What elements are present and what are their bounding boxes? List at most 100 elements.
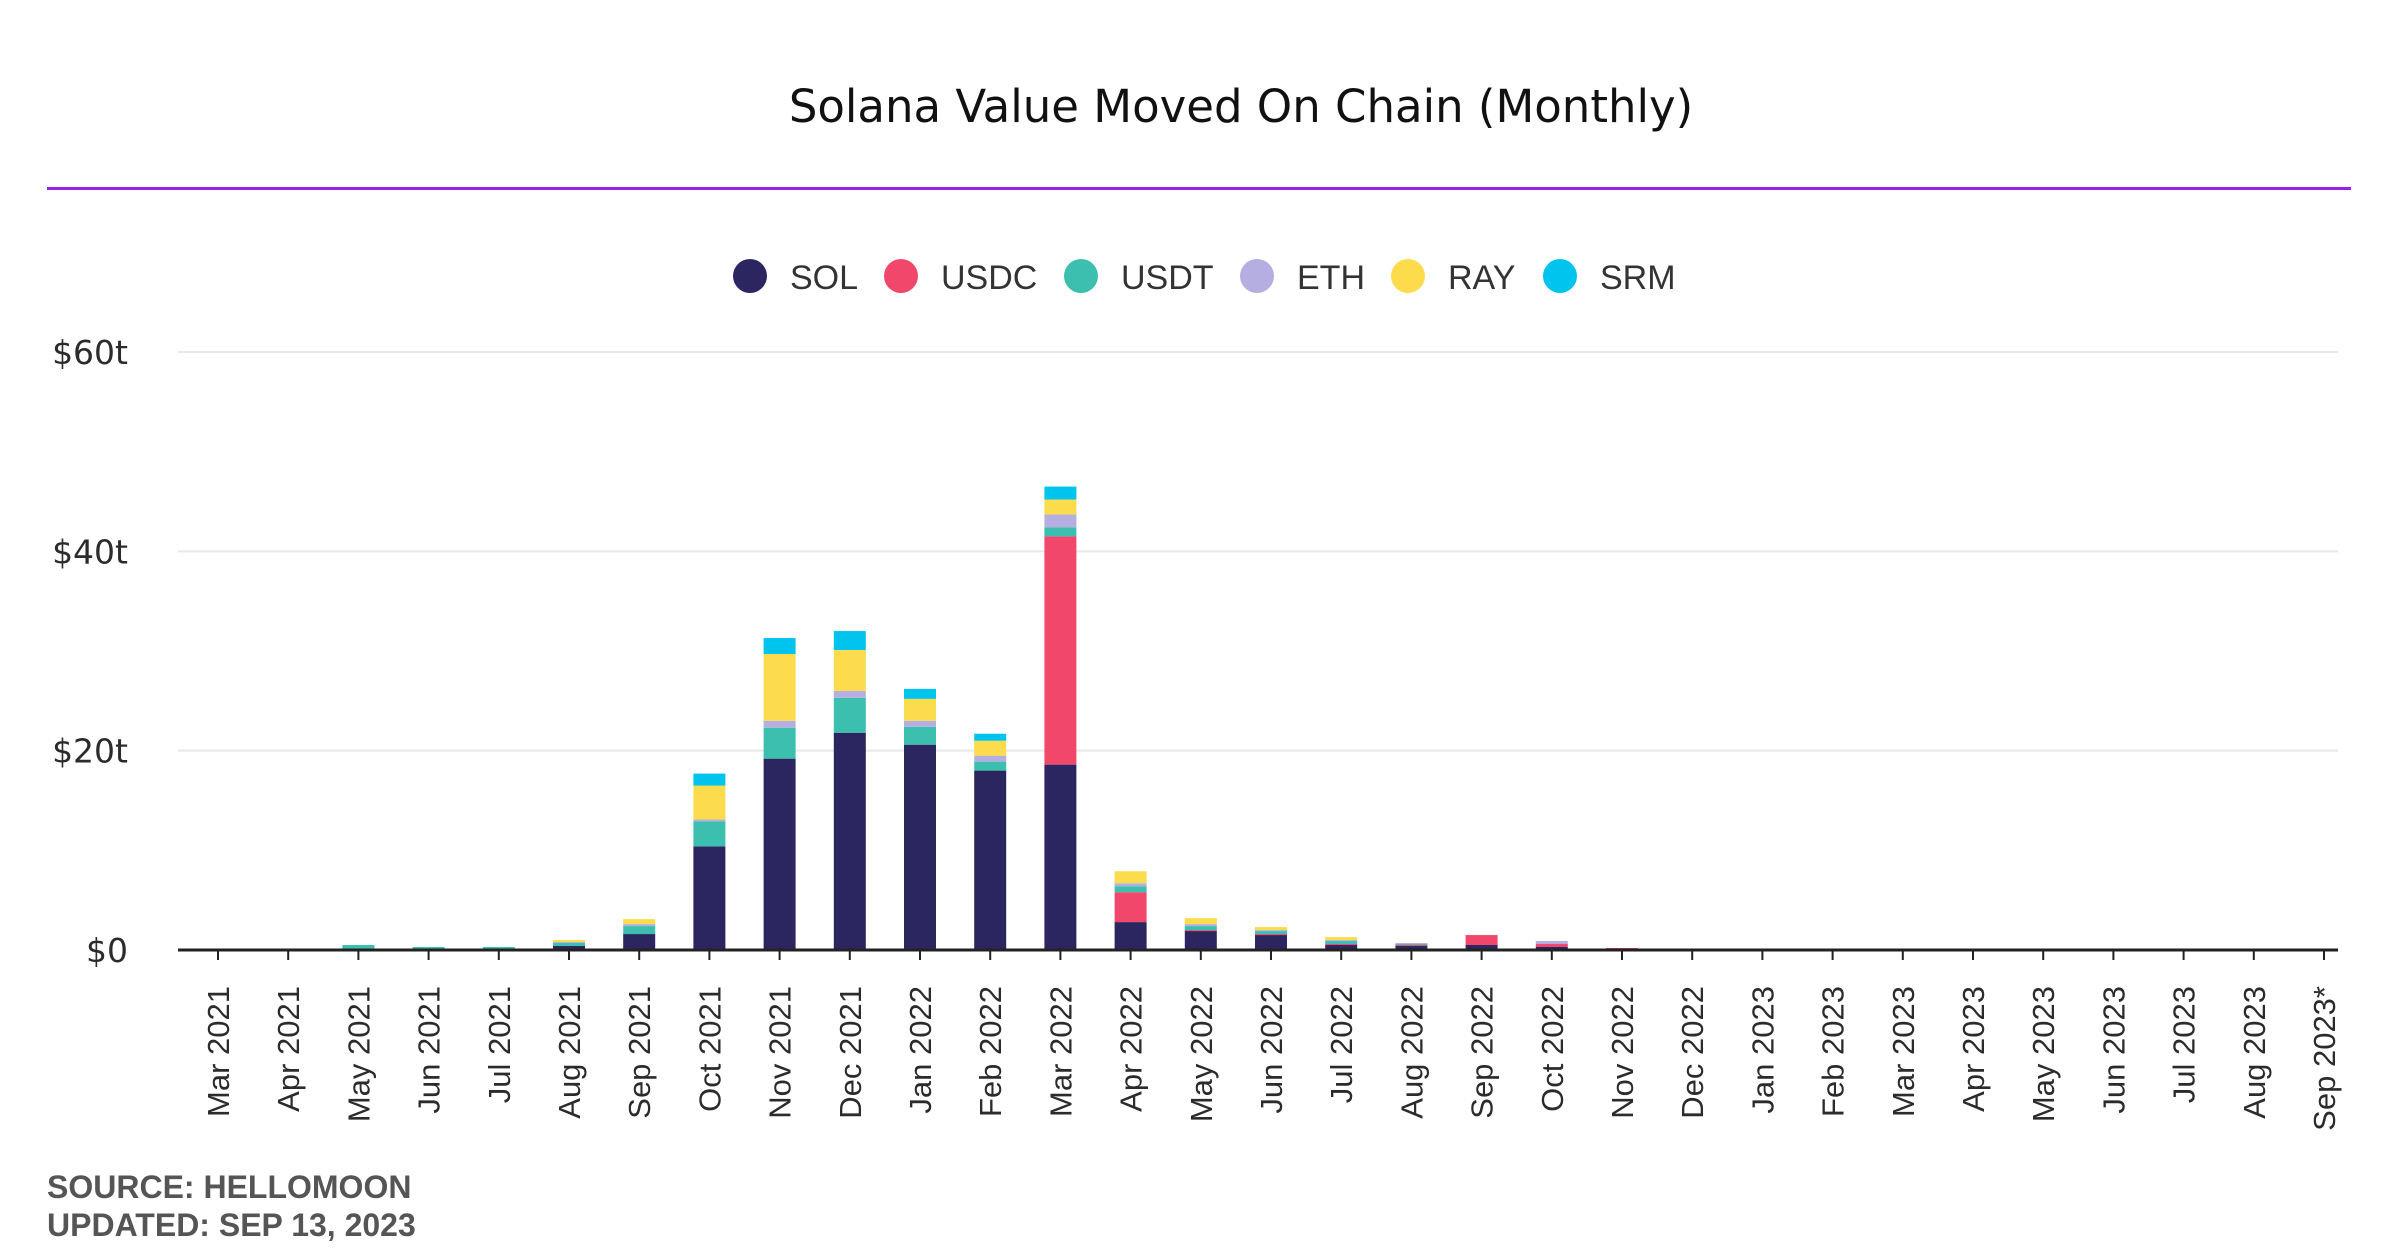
x-tick-label: Dec 2021 [833,986,868,1119]
legend-item-srm: SRM [1543,259,1676,297]
bar-segment-sol [1465,945,1498,950]
x-tick-label: Jan 2022 [903,986,938,1114]
x-tick-label: Mar 2021 [201,986,236,1117]
bar-segment-ray [693,785,726,820]
x-tick-label: Oct 2021 [692,986,727,1112]
bar-segment-usdc [1465,935,1498,946]
x-tick-label: May 2023 [2026,986,2061,1122]
legend-item-sol: SOL [733,259,858,297]
bar-segment-usdc [1114,892,1147,923]
legend-label: ETH [1297,259,1365,297]
legend-label: SOL [790,259,858,297]
x-tick-label: Apr 2022 [1114,986,1149,1112]
x-tick-label: Apr 2023 [1956,986,1991,1112]
bar-segment-usdc [1325,944,1358,946]
legend-swatch [1240,259,1274,293]
bar-segment-srm [833,631,866,651]
legend-swatch [733,259,767,293]
x-tick-label: Nov 2022 [1605,986,1640,1119]
bar-segment-sol [553,946,585,950]
legend-item-ray: RAY [1391,259,1515,297]
bar-segment-eth [974,755,1007,762]
bar-segment-ray [1044,499,1077,515]
bar-segment-sol [1395,946,1428,950]
legend-swatch [1391,259,1425,293]
x-tick-label: Oct 2022 [1535,986,1570,1112]
bar-segment-sol [763,758,796,950]
x-tick-label: Aug 2022 [1394,986,1429,1119]
bar-segment-usdc [1184,930,1217,932]
legend-label: SRM [1600,259,1676,297]
bar-segment-eth [1044,514,1077,528]
bar-segment-usdt [1255,931,1287,935]
bar-segment-eth [1395,943,1428,945]
bar-segment-sol [833,732,866,950]
legend: SOL USDC USDT ETH RAY SRM [733,259,1676,297]
bar-segment-usdt [904,726,936,745]
bar-segment-sol [1044,764,1077,950]
legend-swatch [884,259,918,293]
bar-segment-eth [763,720,796,728]
bar-segment-usdt [623,926,656,935]
bar-segment-ray [553,940,585,943]
x-tick-label: Jun 2023 [2096,986,2131,1114]
bar-segment-sol [974,770,1007,950]
y-tick-label: $40t [52,532,128,571]
bar-segment-usdt [342,945,375,950]
bar-segment-usdt [553,943,585,947]
bars [342,486,1638,951]
x-tick-label: Nov 2021 [763,986,798,1119]
bar-segment-sol [904,744,936,950]
title-underline [47,187,2351,190]
bar-segment-ray [763,653,796,721]
updated-note: UPDATED: SEP 13, 2023 [47,1207,416,1243]
legend-swatch [1064,259,1098,293]
bar-segment-usdt [1325,941,1358,945]
bar-segment-ray [1255,927,1287,931]
x-tick-label: Sep 2023* [2307,986,2342,1131]
legend-item-usdt: USDT [1064,259,1214,297]
x-axis-ticks: Mar 2021 Apr 2021 May 2021 Jun 2021 Jul 2021… [201,950,2342,1131]
x-tick-label: Jan 2023 [1745,986,1780,1114]
bar-segment-usdc [1255,934,1287,936]
bar-segment-srm [974,733,1007,741]
bar-segment-usdc [1044,536,1077,765]
bar-segment-srm [904,688,936,699]
bar-segment-sol [1114,922,1147,950]
bar-segment-ray [904,698,936,721]
legend-swatch [1543,259,1577,293]
bar-segment-eth [553,942,585,944]
bar-segment-usdt [412,947,445,950]
bar-segment-usdt [833,697,866,733]
bar-segment-ray [1325,937,1358,941]
bar-segment-eth [1184,924,1217,927]
y-axis-ticks: $0 $20t $40t $60t [52,333,128,970]
y-tick-label: $60t [52,333,128,372]
x-tick-label: Jul 2022 [1324,986,1359,1103]
bar-segment-srm [693,773,726,786]
bar-segment-usdt [1184,926,1217,931]
chart-title: Solana Value Moved On Chain (Monthly) [789,80,1693,133]
bar-segment-eth [904,720,936,727]
gridlines [178,351,2338,752]
legend-label: USDC [941,259,1037,297]
x-tick-label: Jul 2023 [2167,986,2202,1103]
bar-segment-eth [1114,883,1147,887]
x-tick-label: Mar 2023 [1886,986,1921,1117]
legend-label: RAY [1448,259,1515,297]
bar-segment-usdt [974,761,1007,771]
source-note: SOURCE: HELLOMOON [47,1169,411,1205]
x-tick-label: Feb 2022 [973,986,1008,1117]
legend-item-usdc: USDC [884,259,1037,297]
x-tick-label: May 2022 [1184,986,1219,1122]
x-tick-label: Aug 2021 [552,986,587,1119]
bar-segment-ray [833,650,866,691]
y-tick-label: $0 [86,931,128,970]
x-tick-label: Feb 2023 [1816,986,1851,1117]
bar-segment-srm [1044,486,1077,500]
x-tick-label: Mar 2022 [1043,986,1078,1117]
bar-segment-usdt [1395,944,1428,946]
bar-segment-eth [623,924,656,927]
bar-segment-ray [623,919,656,925]
x-tick-label: Sep 2022 [1465,986,1500,1119]
